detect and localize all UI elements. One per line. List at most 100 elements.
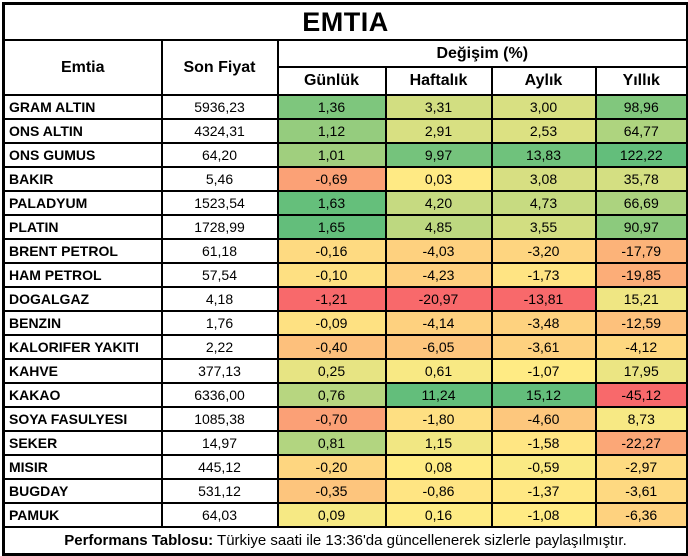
change-cell-gunluk: -0,69 — [276, 166, 387, 192]
commodity-name: PAMUK — [2, 502, 163, 528]
last-price-cell: 61,18 — [160, 238, 279, 264]
table-body: GRAM ALTIN 5936,23 1,36 3,31 3,00 98,96 ONS AL… — [2, 94, 688, 528]
change-cell-haftalik: 4,20 — [384, 190, 493, 216]
commodity-name: SOYA FASULYESI — [2, 406, 163, 432]
change-cell-haftalik: -4,23 — [384, 262, 493, 288]
col-header-degisim: Değişim (%) — [276, 39, 688, 68]
commodity-name: MISIR — [2, 454, 163, 480]
table-row: PALADYUM 1523,54 1,63 4,20 4,73 66,69 — [2, 190, 688, 216]
change-cell-yillik: 90,97 — [594, 214, 688, 240]
commodity-name: ONS ALTIN — [2, 118, 163, 144]
last-price-cell: 64,20 — [160, 142, 279, 168]
change-cell-yillik: 8,73 — [594, 406, 688, 432]
table-row: HAM PETROL 57,54 -0,10 -4,23 -1,73 -19,85 — [2, 262, 688, 288]
table-row: PAMUK 64,03 0,09 0,16 -1,08 -6,36 — [2, 502, 688, 528]
col-header-haftalik: Haftalık — [384, 66, 493, 96]
commodity-name: PALADYUM — [2, 190, 163, 216]
commodity-name: BUGDAY — [2, 478, 163, 504]
table-row: SEKER 14,97 0,81 1,15 -1,58 -22,27 — [2, 430, 688, 456]
table-row: BRENT PETROL 61,18 -0,16 -4,03 -3,20 -17,79 — [2, 238, 688, 264]
last-price-cell: 57,54 — [160, 262, 279, 288]
change-cell-aylik: -3,61 — [490, 334, 597, 360]
table-row: PLATIN 1728,99 1,65 4,85 3,55 90,97 — [2, 214, 688, 240]
table-row: ONS GUMUS 64,20 1,01 9,97 13,83 122,22 — [2, 142, 688, 168]
change-cell-aylik: -3,48 — [490, 310, 597, 336]
footer-note: Performans Tablosu: Türkiye saati ile 13… — [2, 526, 688, 556]
change-cell-yillik: 35,78 — [594, 166, 688, 192]
change-cell-gunluk: -0,16 — [276, 238, 387, 264]
change-cell-aylik: -3,20 — [490, 238, 597, 264]
commodity-name: ONS GUMUS — [2, 142, 163, 168]
change-cell-aylik: -1,37 — [490, 478, 597, 504]
change-cell-gunluk: -0,70 — [276, 406, 387, 432]
footer-note-text: Türkiye saati ile 13:36'da güncellenerek… — [213, 532, 627, 549]
col-header-son-fiyat: Son Fiyat — [160, 39, 279, 96]
last-price-cell: 1523,54 — [160, 190, 279, 216]
change-cell-yillik: -22,27 — [594, 430, 688, 456]
change-cell-aylik: -1,08 — [490, 502, 597, 528]
change-cell-yillik: -45,12 — [594, 382, 688, 408]
change-cell-aylik: 15,12 — [490, 382, 597, 408]
commodity-name: PLATIN — [2, 214, 163, 240]
footer-row: Performans Tablosu: Türkiye saati ile 13… — [2, 526, 688, 556]
change-cell-yillik: 66,69 — [594, 190, 688, 216]
change-cell-haftalik: 0,61 — [384, 358, 493, 384]
last-price-cell: 1,76 — [160, 310, 279, 336]
period-header-row: Günlük Haftalık Aylık Yıllık — [4, 66, 688, 96]
change-cell-gunluk: -0,10 — [276, 262, 387, 288]
change-cell-gunluk: 1,65 — [276, 214, 387, 240]
table-row: GRAM ALTIN 5936,23 1,36 3,31 3,00 98,96 — [2, 94, 688, 120]
change-cell-aylik: 3,55 — [490, 214, 597, 240]
page-title: EMTIA — [2, 2, 688, 41]
commodity-name: BENZIN — [2, 310, 163, 336]
change-cell-yillik: -19,85 — [594, 262, 688, 288]
change-cell-gunluk: -0,09 — [276, 310, 387, 336]
change-cell-gunluk: 1,36 — [276, 94, 387, 120]
commodity-name: BRENT PETROL — [2, 238, 163, 264]
last-price-cell: 64,03 — [160, 502, 279, 528]
change-cell-gunluk: 0,09 — [276, 502, 387, 528]
change-cell-haftalik: -1,80 — [384, 406, 493, 432]
commodity-name: KALORIFER YAKITI — [2, 334, 163, 360]
table-row: KAHVE 377,13 0,25 0,61 -1,07 17,95 — [2, 358, 688, 384]
change-cell-haftalik: -4,03 — [384, 238, 493, 264]
commodity-name: BAKIR — [2, 166, 163, 192]
change-cell-gunluk: 1,12 — [276, 118, 387, 144]
last-price-cell: 14,97 — [160, 430, 279, 456]
change-cell-haftalik: 3,31 — [384, 94, 493, 120]
col-header-aylik: Aylık — [490, 66, 597, 96]
change-cell-haftalik: 0,03 — [384, 166, 493, 192]
change-cell-haftalik: 4,85 — [384, 214, 493, 240]
change-cell-yillik: -17,79 — [594, 238, 688, 264]
last-price-cell: 377,13 — [160, 358, 279, 384]
commodity-name: DOGALGAZ — [2, 286, 163, 312]
change-cell-gunluk: 1,63 — [276, 190, 387, 216]
last-price-cell: 5,46 — [160, 166, 279, 192]
table-row: SOYA FASULYESI 1085,38 -0,70 -1,80 -4,60 8,73 — [2, 406, 688, 432]
commodity-name: KAHVE — [2, 358, 163, 384]
change-cell-yillik: 122,22 — [594, 142, 688, 168]
last-price-cell: 1085,38 — [160, 406, 279, 432]
change-cell-aylik: -1,07 — [490, 358, 597, 384]
change-cell-aylik: -4,60 — [490, 406, 597, 432]
change-cell-haftalik: 1,15 — [384, 430, 493, 456]
last-price-cell: 445,12 — [160, 454, 279, 480]
change-cell-yillik: 98,96 — [594, 94, 688, 120]
change-cell-haftalik: 9,97 — [384, 142, 493, 168]
commodity-name: GRAM ALTIN — [2, 94, 163, 120]
change-cell-haftalik: 11,24 — [384, 382, 493, 408]
change-cell-aylik: -0,59 — [490, 454, 597, 480]
change-cell-aylik: 2,53 — [490, 118, 597, 144]
commodity-name: SEKER — [2, 430, 163, 456]
change-cell-haftalik: -4,14 — [384, 310, 493, 336]
change-cell-haftalik: -20,97 — [384, 286, 493, 312]
footer-note-label: Performans Tablosu: — [64, 532, 214, 549]
col-header-emtia: Emtia — [2, 39, 163, 96]
change-cell-haftalik: -0,86 — [384, 478, 493, 504]
change-cell-gunluk: -1,21 — [276, 286, 387, 312]
change-cell-gunluk: -0,35 — [276, 478, 387, 504]
col-header-gunluk: Günlük — [276, 66, 387, 96]
last-price-cell: 2,22 — [160, 334, 279, 360]
